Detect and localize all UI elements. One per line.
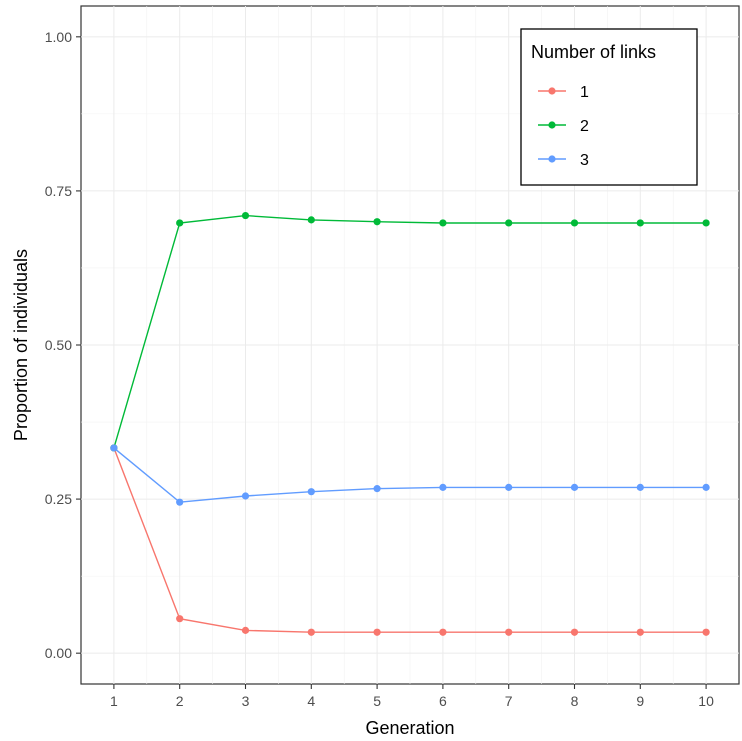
data-point-3 xyxy=(505,483,513,491)
series-line-1 xyxy=(113,447,707,633)
x-tick-label: 7 xyxy=(505,693,513,709)
data-point-3 xyxy=(702,483,710,491)
y-axis-ticks: 0.00 0.25 0.50 0.75 1.00 xyxy=(45,29,81,661)
x-tick-label: 10 xyxy=(698,693,714,709)
series-line-2 xyxy=(113,214,707,449)
series-line-3 xyxy=(113,447,707,503)
legend-items: 1 2 3 xyxy=(538,84,589,169)
x-axis-title: Generation xyxy=(365,718,454,738)
data-point-2 xyxy=(702,219,710,227)
data-point-3 xyxy=(636,483,644,491)
data-point-1 xyxy=(702,628,710,636)
x-tick-label: 6 xyxy=(439,693,447,709)
data-point-1 xyxy=(373,628,381,636)
y-tick-label: 0.75 xyxy=(45,183,72,199)
data-point-1 xyxy=(439,628,447,636)
x-tick-label: 8 xyxy=(571,693,579,709)
data-point-3 xyxy=(439,483,447,491)
data-point-1 xyxy=(570,628,579,636)
data-point-2 xyxy=(570,219,579,227)
data-point-3 xyxy=(110,444,118,452)
data-point-2 xyxy=(176,219,184,227)
data-point-1 xyxy=(636,628,644,636)
x-axis-ticks: 1 2 3 4 5 6 7 8 9 10 xyxy=(110,684,714,709)
legend-label: 1 xyxy=(580,84,589,101)
data-point-3 xyxy=(570,483,579,491)
y-axis-title: Proportion of individuals xyxy=(11,249,31,441)
legend-key-point xyxy=(548,155,556,163)
legend-key-point xyxy=(548,87,556,95)
data-point-1 xyxy=(241,626,250,634)
data-point-3 xyxy=(373,485,381,493)
data-point-3 xyxy=(307,488,315,496)
legend: Number of links 1 2 3 xyxy=(520,28,698,186)
data-point-3 xyxy=(176,498,184,506)
data-point-2 xyxy=(241,211,250,220)
x-tick-label: 3 xyxy=(242,693,250,709)
legend-key-point xyxy=(548,121,556,129)
x-tick-label: 5 xyxy=(373,693,381,709)
data-point-1 xyxy=(176,615,184,623)
legend-label: 2 xyxy=(580,118,589,135)
x-tick-label: 1 xyxy=(110,693,118,709)
x-tick-label: 2 xyxy=(176,693,184,709)
x-tick-label: 4 xyxy=(307,693,315,709)
y-tick-label: 1.00 xyxy=(45,29,72,45)
y-tick-label: 0.50 xyxy=(45,337,72,353)
data-point-2 xyxy=(439,219,447,227)
data-point-3 xyxy=(241,492,250,500)
legend-title: Number of links xyxy=(531,42,656,62)
legend-label: 3 xyxy=(580,152,589,169)
y-tick-label: 0.25 xyxy=(45,491,72,507)
x-tick-label: 9 xyxy=(636,693,644,709)
data-point-2 xyxy=(636,219,644,227)
data-point-2 xyxy=(307,216,315,224)
data-point-1 xyxy=(505,628,513,636)
data-point-1 xyxy=(307,628,315,636)
data-point-2 xyxy=(505,219,513,227)
y-tick-label: 0.00 xyxy=(45,645,72,661)
series-lines xyxy=(110,211,710,636)
data-point-2 xyxy=(373,218,381,226)
